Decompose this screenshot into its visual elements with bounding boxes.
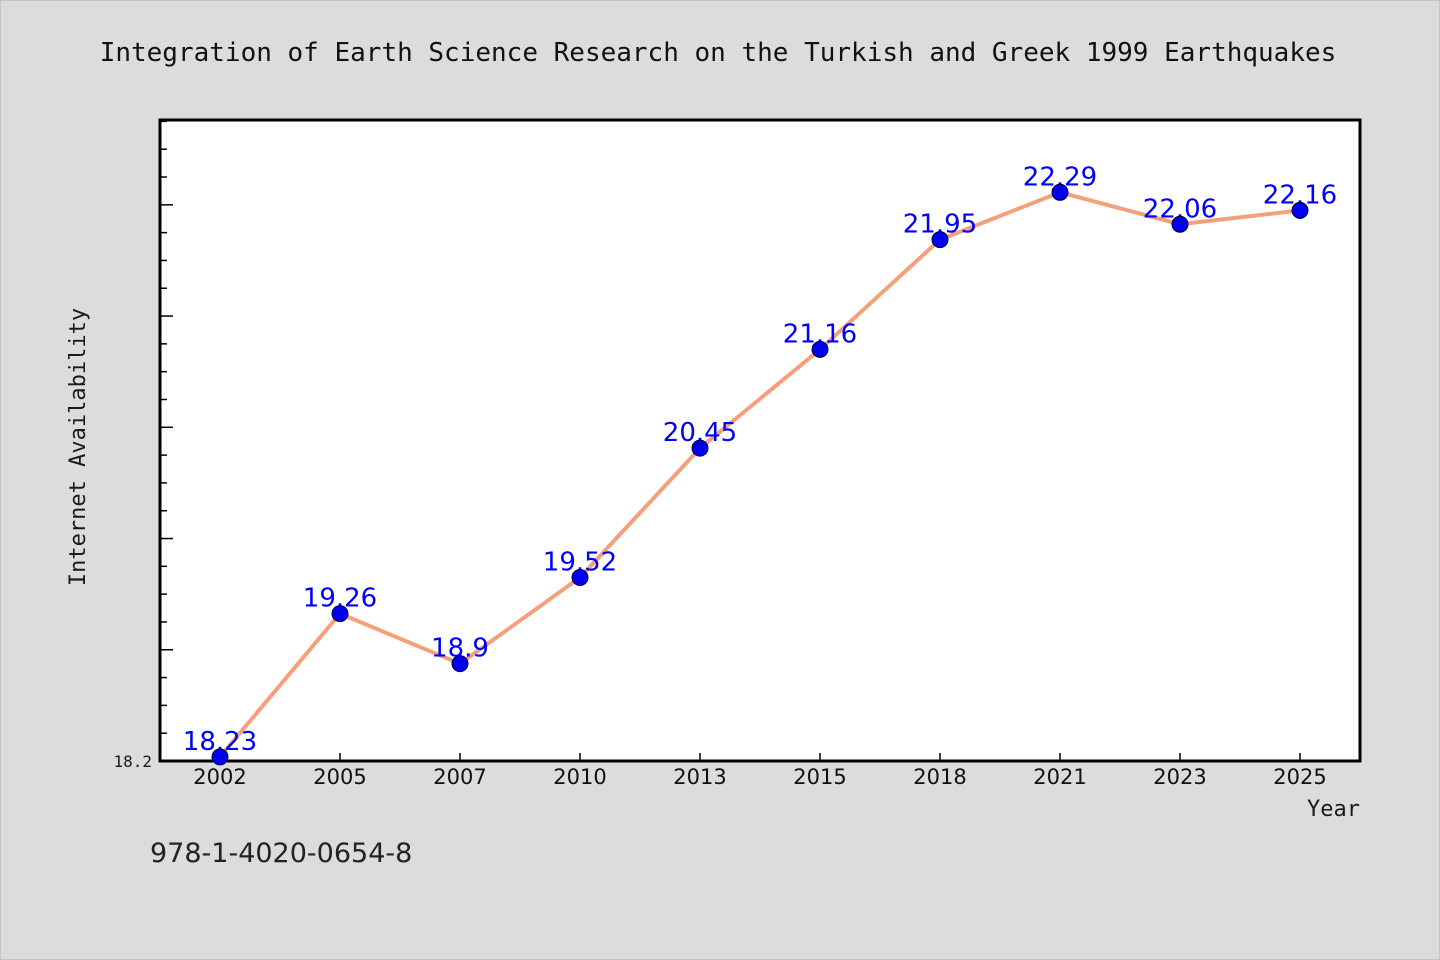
x-tick-label: 2015 <box>793 765 846 789</box>
chart-title: Integration of Earth Science Research on… <box>100 38 1337 68</box>
x-tick-label: 2021 <box>1033 765 1086 789</box>
data-point <box>451 655 469 673</box>
data-point <box>331 605 349 623</box>
data-point <box>571 568 589 586</box>
x-tick-label: 2013 <box>673 765 726 789</box>
isbn-text: 978-1-4020-0654-8 <box>150 838 412 869</box>
data-point <box>811 340 829 358</box>
plot-area-group: 18.2 2002 2005 2007 2010 2013 2015 2018 2021 2023… <box>113 118 1362 789</box>
series-line <box>218 190 1302 759</box>
plot-area <box>160 120 1360 761</box>
x-tick-label: 2010 <box>553 765 606 789</box>
data-point <box>1171 215 1189 233</box>
x-tick-label: 2025 <box>1273 765 1326 789</box>
plot-frame <box>158 118 1362 763</box>
x-tick-label: 2007 <box>433 765 486 789</box>
data-point <box>931 231 949 249</box>
data-point <box>211 748 229 766</box>
x-tick-label: 2002 <box>193 765 246 789</box>
x-tick-label: 2018 <box>913 765 966 789</box>
y-axis-label: Internet Availability <box>66 308 91 586</box>
x-axis-label: Year <box>1307 797 1360 822</box>
data-point <box>1051 183 1069 201</box>
y-tick-label: 18.2 <box>113 752 152 771</box>
x-tick-label: 2023 <box>1153 765 1206 789</box>
data-point <box>1291 201 1309 219</box>
x-tick-label: 2005 <box>313 765 366 789</box>
data-point <box>691 439 709 457</box>
